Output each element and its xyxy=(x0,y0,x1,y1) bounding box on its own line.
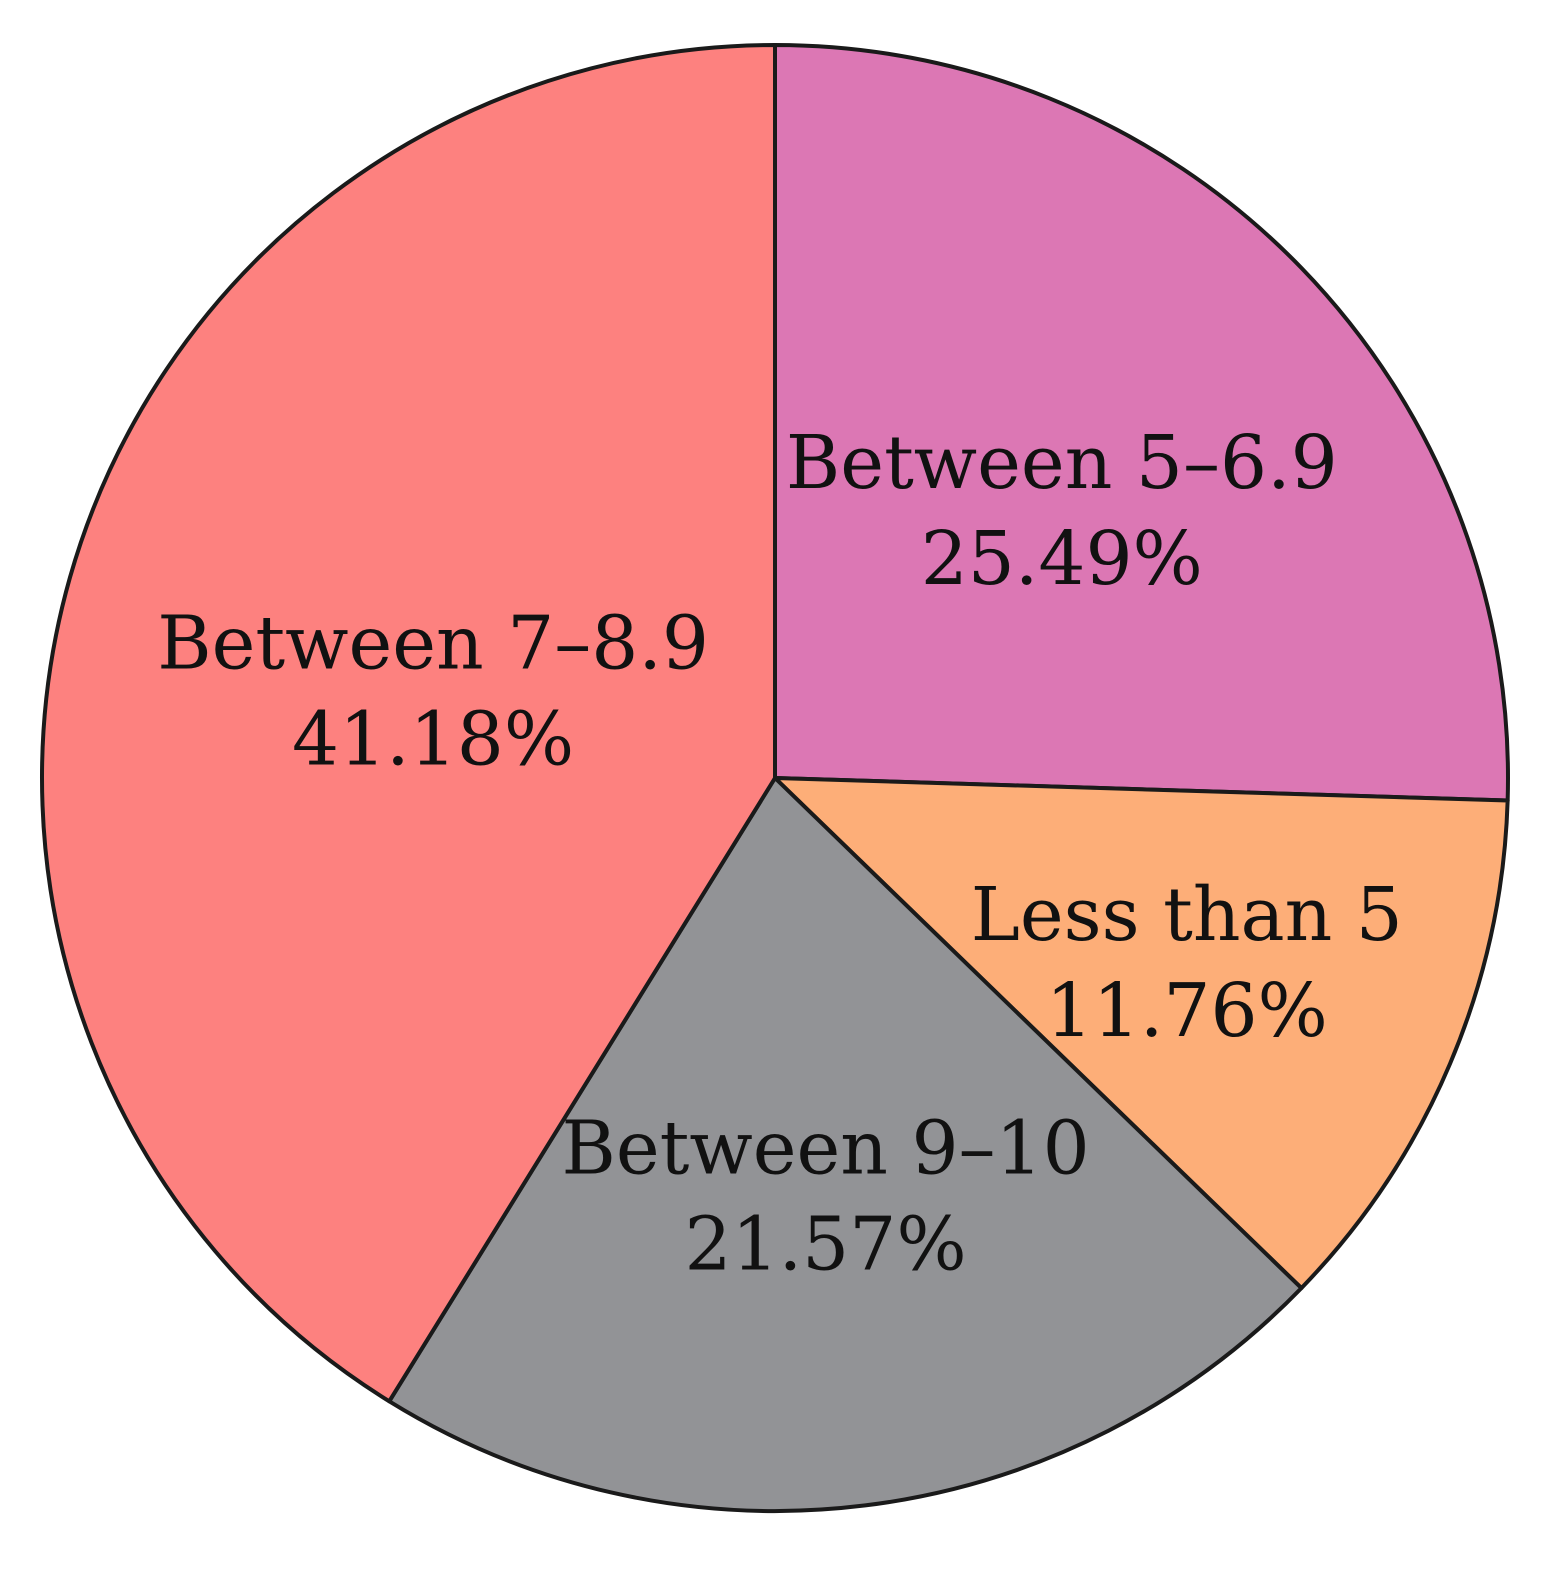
slice-category-label: Between 7–8.9 xyxy=(157,601,709,687)
slice-percent-label: 11.76% xyxy=(1046,968,1328,1054)
slice-category-label: Between 5–6.9 xyxy=(786,420,1338,506)
pie-slice xyxy=(40,43,777,1404)
pie-labels: Between 5–6.9 25.49% Less than 5 11.76% Betw… xyxy=(157,420,1403,1288)
slice-category-label: Less than 5 xyxy=(971,872,1403,958)
slice-percent-label: 41.18% xyxy=(292,697,574,783)
slice-category-label: Between 9–10 xyxy=(561,1105,1089,1191)
pie-slice xyxy=(773,43,1510,803)
pie-slice xyxy=(773,776,1510,1291)
slice-percent-label: 25.49% xyxy=(921,516,1203,602)
slice-percent-label: 21.57% xyxy=(685,1201,967,1287)
pie-slices xyxy=(40,43,1510,1513)
pie-slice xyxy=(387,776,1304,1513)
